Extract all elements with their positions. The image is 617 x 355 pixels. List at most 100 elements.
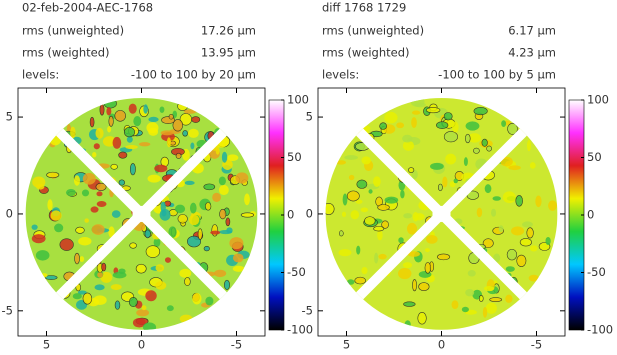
map-texture [505, 266, 515, 272]
map-texture [175, 152, 182, 159]
map-texture [379, 122, 387, 130]
map-texture [368, 189, 373, 194]
map-texture [35, 250, 50, 261]
y-tick-label: 0 [6, 206, 13, 220]
map-texture [501, 120, 507, 127]
map-texture [153, 237, 161, 247]
map-texture [90, 206, 99, 213]
map-texture [465, 133, 471, 144]
map-texture [168, 226, 177, 238]
map-texture [486, 145, 492, 152]
map-texture [461, 306, 469, 313]
colorbar-tick-label: 50 [287, 150, 302, 164]
map-texture [210, 230, 221, 235]
map-texture [411, 110, 421, 115]
map-texture [403, 301, 416, 307]
map-texture [336, 160, 347, 165]
map-texture [522, 221, 533, 228]
map-texture [325, 202, 335, 215]
map-texture [32, 176, 46, 188]
map-texture [378, 253, 387, 260]
map-texture [103, 98, 117, 109]
map-texture [489, 297, 503, 303]
map-texture [516, 254, 527, 267]
map-texture [179, 314, 193, 324]
panel: 02-feb-2004-AEC-1768 rms (unweighted) 17.2… [2, 1, 314, 352]
map-texture [84, 218, 89, 223]
map-texture [177, 214, 188, 224]
map-texture [341, 211, 347, 218]
stat-value: 13.95 μm [201, 46, 256, 60]
map-texture [373, 176, 381, 187]
map-texture [197, 228, 203, 240]
colorbar-tick-label: -50 [587, 265, 606, 279]
map-texture [129, 163, 136, 176]
map-texture [141, 305, 147, 311]
map-texture [548, 200, 557, 211]
map [325, 98, 558, 330]
colorbar-tick-label: 100 [587, 93, 609, 107]
map-texture [545, 236, 551, 246]
stat-value: 17.26 μm [201, 24, 256, 38]
map-texture [529, 245, 538, 252]
map-texture [407, 251, 420, 257]
map-texture [221, 151, 228, 163]
map-texture [408, 167, 415, 173]
map-texture [225, 217, 231, 227]
map-texture [188, 214, 200, 226]
map-texture [31, 224, 38, 230]
map-texture [95, 182, 107, 191]
map-texture [92, 151, 97, 158]
map-texture [402, 134, 413, 143]
colorbar-tick-label: -50 [287, 265, 306, 279]
map-texture [498, 225, 504, 233]
map-texture [110, 163, 118, 170]
map-texture [66, 188, 76, 197]
map-texture [515, 195, 523, 207]
map-texture [155, 264, 165, 272]
center-hole [132, 205, 151, 222]
map-texture [519, 238, 532, 247]
map-texture [506, 248, 518, 261]
stat-label: rms (weighted) [322, 46, 410, 60]
map-texture [91, 224, 105, 235]
map-texture [182, 130, 188, 137]
map-texture [360, 207, 369, 213]
map-texture [190, 202, 197, 214]
map-texture [212, 192, 221, 202]
y-tick-label: 5 [306, 110, 313, 124]
colorbar-tick-label: 50 [587, 150, 602, 164]
map-texture [190, 142, 195, 150]
stat-label: rms (unweighted) [322, 24, 424, 38]
map-texture [418, 282, 430, 291]
map-texture [135, 263, 147, 274]
map-texture [123, 127, 135, 138]
map-texture [529, 162, 536, 169]
map-texture [442, 176, 448, 188]
map-texture [484, 184, 492, 194]
map-texture [79, 256, 85, 262]
y-tick-label: 0 [306, 206, 313, 220]
map-texture [89, 116, 95, 128]
map-texture [526, 227, 534, 239]
map-texture [412, 212, 419, 222]
map-texture [70, 126, 76, 139]
map-texture [136, 309, 150, 317]
map-texture [425, 107, 441, 114]
map-texture [166, 137, 171, 148]
map-texture [355, 199, 363, 204]
map-texture [396, 122, 405, 129]
map-texture [417, 312, 427, 325]
map-texture [78, 237, 92, 246]
stat-value: 6.17 μm [508, 24, 556, 38]
map-texture [452, 121, 459, 133]
map-texture [100, 271, 113, 283]
map-texture [96, 191, 103, 197]
colorbar-tick-label: 0 [287, 208, 294, 222]
map-texture [414, 102, 426, 108]
map-texture [54, 223, 64, 233]
map-texture [50, 210, 62, 221]
map-texture [126, 136, 133, 143]
map-texture [106, 107, 112, 116]
colorbar-tick-label: -100 [587, 323, 613, 337]
